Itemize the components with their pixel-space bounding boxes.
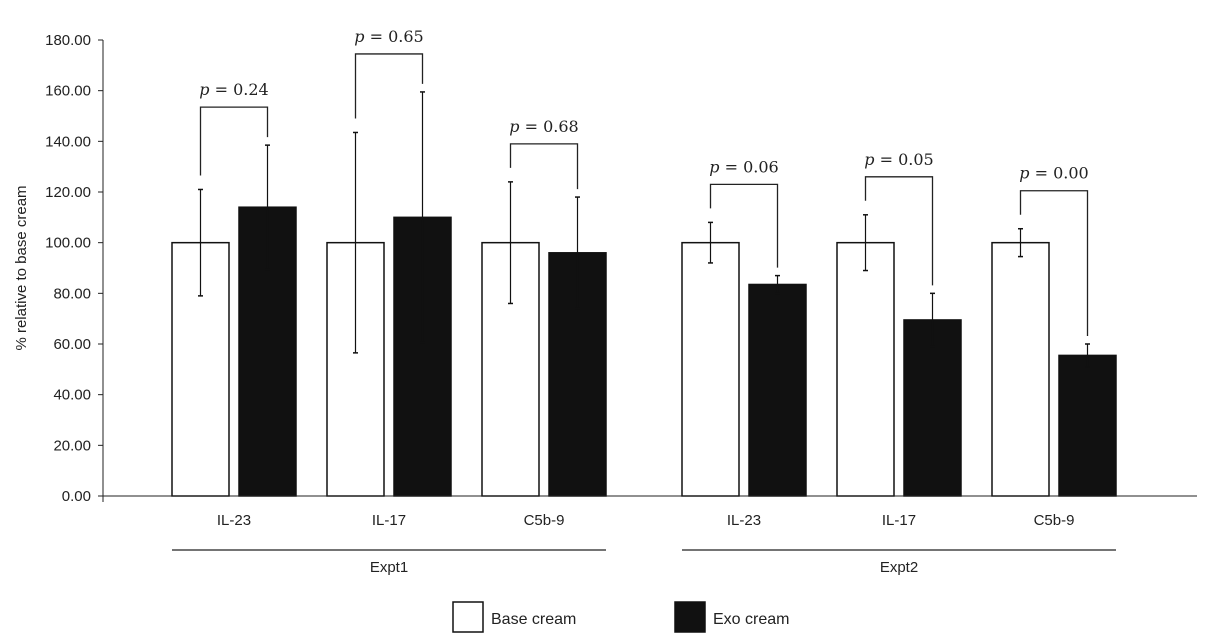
category-label: IL-23 <box>727 512 761 529</box>
p-value-bracket <box>509 143 579 190</box>
p-value-label: p = 0.68 <box>509 117 578 136</box>
y-axis: 0.00 20.00 40.00 60.00 80.00 100.00 120.00 140.… <box>13 32 104 505</box>
exo-cream-bar <box>393 216 452 497</box>
p-value-label: p = 0.06 <box>709 157 778 176</box>
exo-cream-bar <box>1058 354 1117 497</box>
category-label: C5b-9 <box>1034 512 1075 529</box>
p-value-bracket <box>864 176 934 286</box>
y-tick-label: 0.00 <box>62 488 91 505</box>
bars-layer <box>171 91 1117 497</box>
p-value-bracket <box>1019 190 1089 336</box>
p-value-bracket <box>354 53 424 119</box>
category-label: IL-23 <box>217 512 251 529</box>
group-label: Expt1 <box>370 559 408 576</box>
p-value-label: p = 0.65 <box>354 27 423 46</box>
base-cream-bar <box>681 241 740 497</box>
y-tick-label: 160.00 <box>45 83 91 100</box>
legend-swatch-base <box>452 601 484 633</box>
category-label: IL-17 <box>372 512 406 529</box>
y-axis-title: % relative to base cream <box>13 185 30 350</box>
y-tick-label: 40.00 <box>53 387 91 404</box>
y-tick-label: 140.00 <box>45 133 91 150</box>
x-axis: IL-23 IL-17 C5b-9 Expt1 IL-23 IL-17 C5b-9 Expt2 <box>103 495 1197 576</box>
base-cream-bar <box>836 241 895 497</box>
y-tick-label: 80.00 <box>53 285 91 302</box>
category-label: IL-17 <box>882 512 916 529</box>
p-value-bracket <box>709 183 779 268</box>
base-cream-bar <box>991 241 1050 497</box>
p-value-label: p = 0.05 <box>864 150 933 169</box>
legend: Base cream Exo cream <box>452 601 789 633</box>
exo-cream-bar <box>748 283 807 497</box>
y-tick-label: 100.00 <box>45 235 91 252</box>
p-value-label: p = 0.00 <box>1019 164 1088 183</box>
p-value-annotations: p = 0.24 p = 0.65 p = 0.68 p = 0.06 p = 0.05… <box>199 27 1089 336</box>
p-value-bracket <box>199 106 269 176</box>
legend-swatch-exo <box>674 601 706 633</box>
category-label: C5b-9 <box>524 512 565 529</box>
legend-label-base: Base cream <box>491 611 576 628</box>
y-tick-label: 120.00 <box>45 184 91 201</box>
group-label: Expt2 <box>880 559 918 576</box>
y-tick-label: 180.00 <box>45 32 91 49</box>
y-tick-label: 20.00 <box>53 437 91 454</box>
legend-label-exo: Exo cream <box>713 611 789 628</box>
y-tick-label: 60.00 <box>53 336 91 353</box>
p-value-label: p = 0.24 <box>199 80 268 99</box>
